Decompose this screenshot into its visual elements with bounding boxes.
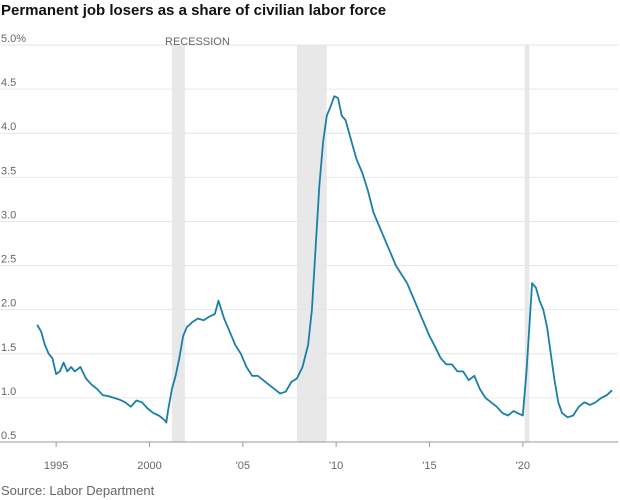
y-tick-label: 3.0 [1,209,16,221]
y-tick-label: 2.5 [1,254,16,266]
gridlines [0,44,618,443]
source-note: Source: Labor Department [1,483,155,498]
y-tick-label: 1.5 [1,342,16,354]
chart-title: Permanent job losers as a share of civil… [1,2,387,19]
line-chart: 5.0% 4.5 4.0 3.5 3.0 2.5 2.0 1.5 1.0 0.5 1995 2000… [0,33,618,472]
y-tick-label: 4.0 [1,121,16,133]
series-line-0 [36,95,613,424]
x-tick-label: '15 [422,460,436,472]
recession-label: RECESSION [165,36,230,48]
y-tick-label: 1.0 [1,386,16,398]
series-layer [36,95,613,424]
y-tick-label: 5.0% [1,33,26,45]
x-tick-label: '20 [516,460,530,472]
recession-band-1 [296,45,327,442]
x-tick-label: 1995 [44,460,68,472]
y-tick-label: 0.5 [1,430,16,442]
x-axis-ticks: 1995 2000 '05 '10 '15 '20 [44,442,530,472]
y-axis-ticks: 5.0% 4.5 4.0 3.5 3.0 2.5 2.0 1.5 1.0 0.5 [1,33,26,442]
y-tick-label: 4.5 [1,77,16,89]
recession-band-2 [524,45,530,442]
y-tick-label: 3.5 [1,165,16,177]
recession-bands [171,45,530,442]
x-tick-label: '05 [236,460,250,472]
x-tick-label: 2000 [137,460,161,472]
y-tick-label: 2.0 [1,298,16,310]
x-tick-label: '10 [329,460,343,472]
